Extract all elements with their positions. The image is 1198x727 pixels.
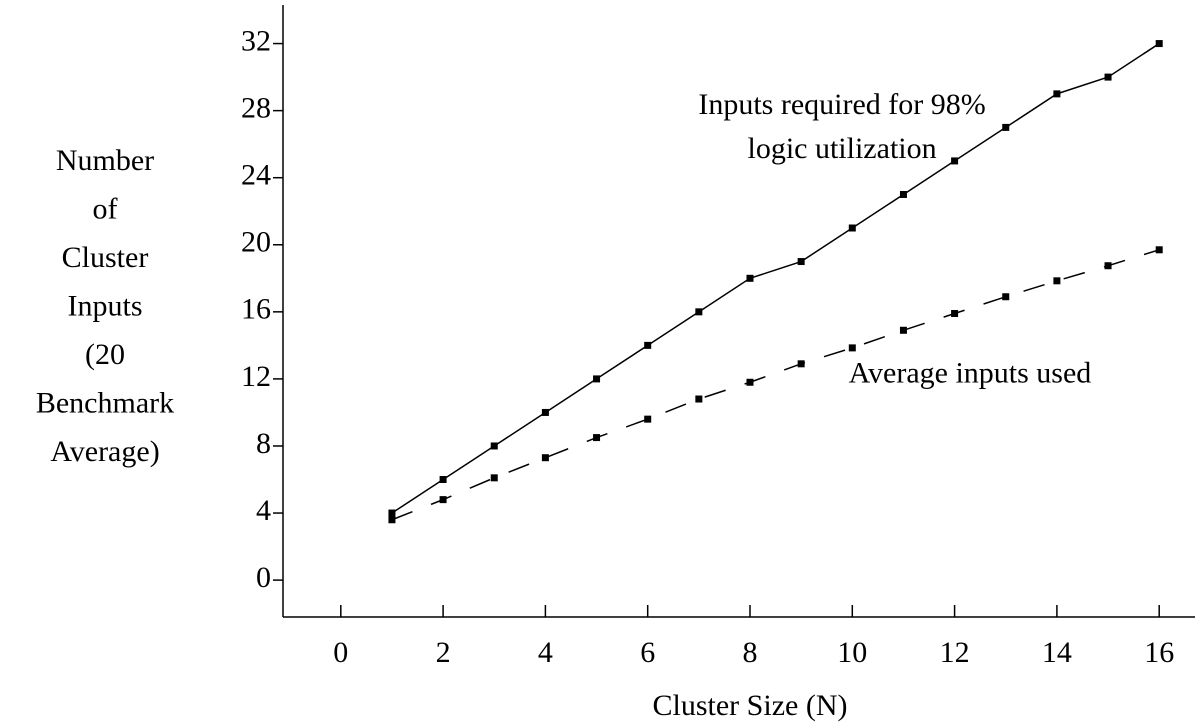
y-tick-label: 24	[241, 159, 271, 192]
annotation: Average inputs used	[849, 356, 1092, 389]
x-axis-label: Cluster Size (N)	[653, 689, 848, 722]
point	[1053, 277, 1061, 285]
y-tick-label: 32	[241, 24, 271, 57]
y-tick-label: 28	[241, 92, 271, 125]
x-tick-label: 0	[333, 636, 348, 669]
x-tick-label: 10	[837, 636, 867, 669]
point	[899, 326, 907, 334]
annotation: logic utilization	[747, 132, 936, 165]
point	[899, 190, 907, 198]
x-tick-label: 8	[742, 636, 757, 669]
point	[695, 395, 703, 403]
series-line	[391, 42, 1160, 514]
x-tick-label: 16	[1144, 636, 1174, 669]
point	[1155, 40, 1163, 48]
y-tick-label: 12	[241, 360, 271, 393]
y-axis-label: Cluster	[62, 241, 149, 274]
y-axis-label: Benchmark	[36, 386, 174, 419]
x-tick-label: 2	[436, 636, 451, 669]
point	[746, 378, 754, 386]
point	[1104, 262, 1112, 270]
y-tick-label: 0	[256, 561, 271, 594]
point	[951, 157, 959, 165]
point	[388, 516, 396, 524]
point	[541, 454, 549, 462]
point	[695, 308, 703, 316]
point	[797, 360, 805, 368]
y-tick-label: 16	[241, 293, 271, 326]
x-tick-label: 12	[940, 636, 970, 669]
y-axis-label: (20	[85, 338, 125, 371]
point	[541, 408, 549, 416]
point	[644, 415, 652, 423]
point	[388, 509, 396, 517]
point	[1155, 246, 1163, 254]
y-axis-label: Average)	[50, 435, 159, 468]
point	[1002, 123, 1010, 131]
point	[439, 496, 447, 504]
point	[746, 274, 754, 282]
point	[593, 375, 601, 383]
point	[490, 474, 498, 482]
annotation: Inputs required for 98%	[698, 88, 985, 121]
x-tick-label: 6	[640, 636, 655, 669]
point	[797, 258, 805, 266]
x-tick-label: 4	[538, 636, 553, 669]
y-tick-label: 4	[256, 494, 271, 527]
point	[848, 224, 856, 232]
point	[1104, 73, 1112, 81]
point	[848, 344, 856, 352]
point	[951, 310, 959, 318]
series-line	[391, 249, 1160, 521]
point	[1002, 293, 1010, 301]
y-tick-label: 8	[256, 427, 271, 460]
y-axis-label: of	[93, 192, 118, 225]
point	[593, 434, 601, 442]
x-tick-label: 14	[1042, 636, 1072, 669]
point	[490, 442, 498, 450]
y-axis-label: Inputs	[68, 289, 143, 322]
y-tick-label: 20	[241, 226, 271, 259]
point	[439, 476, 447, 484]
y-axis-label: Number	[56, 144, 154, 177]
point	[644, 341, 652, 349]
point	[1053, 90, 1061, 98]
